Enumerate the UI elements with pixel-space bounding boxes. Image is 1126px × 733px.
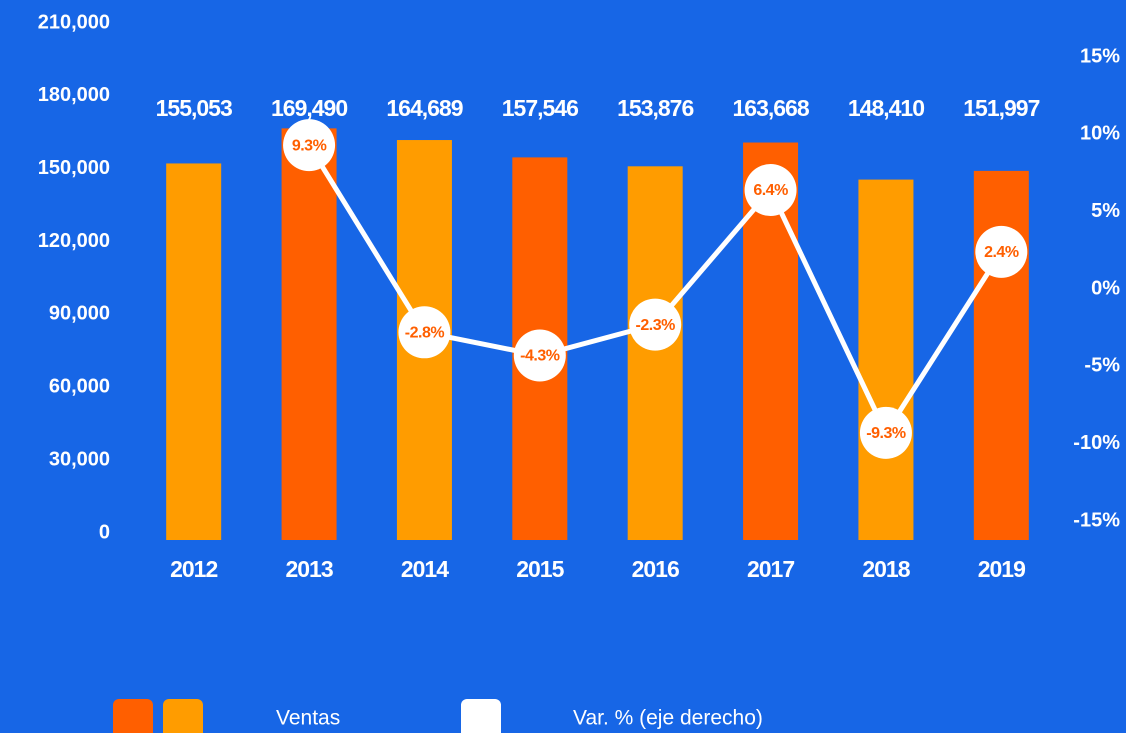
x-tick-label: 2015 — [516, 556, 564, 582]
x-tick-label: 2013 — [285, 556, 332, 582]
legend-label: Ventas — [276, 707, 340, 730]
legend-label: Var. % (eje derecho) — [573, 707, 763, 730]
data-label: -2.3% — [636, 317, 676, 334]
y-tick-label: 0% — [1091, 277, 1120, 299]
data-label: 169,490 — [271, 95, 347, 121]
x-tick-label: 2016 — [632, 556, 679, 582]
bar — [628, 166, 683, 540]
data-label: 148,410 — [848, 95, 924, 121]
data-label: 153,876 — [617, 95, 693, 121]
data-label: 164,689 — [386, 95, 462, 121]
legend-swatch — [163, 699, 203, 733]
y-tick-label: 60,000 — [49, 376, 110, 398]
y-tick-label: 5% — [1091, 200, 1120, 222]
y-tick-label: 180,000 — [38, 84, 110, 106]
x-tick-label: 2019 — [978, 556, 1025, 582]
data-label: 157,546 — [502, 95, 578, 121]
y-tick-label: -15% — [1073, 509, 1120, 531]
y-tick-label: -10% — [1073, 432, 1120, 454]
data-label: -9.3% — [866, 425, 906, 442]
bar — [858, 180, 913, 540]
data-label: 9.3% — [292, 137, 327, 154]
y-tick-label: -5% — [1084, 355, 1120, 377]
y-tick-label: 210,000 — [38, 11, 110, 33]
data-label: 155,053 — [156, 95, 232, 121]
x-tick-label: 2012 — [170, 556, 217, 582]
x-tick-label: 2018 — [862, 556, 910, 582]
data-label: 2.4% — [984, 244, 1019, 261]
y-tick-label: 90,000 — [49, 303, 110, 325]
x-tick-label: 2014 — [401, 556, 449, 582]
data-label: 151,997 — [963, 95, 1039, 121]
y-tick-label: 0 — [99, 521, 110, 543]
bar — [166, 163, 221, 540]
x-tick-label: 2017 — [747, 556, 794, 582]
data-label: 163,668 — [732, 95, 809, 121]
data-label: 6.4% — [753, 182, 788, 199]
bar — [282, 128, 337, 540]
y-tick-label: 10% — [1080, 123, 1120, 145]
y-tick-label: 150,000 — [38, 157, 110, 179]
chart: 0 30,000 60,000 90,000 120,000 150,000 180,000… — [0, 0, 1126, 733]
y-tick-label: 120,000 — [38, 230, 110, 252]
data-label: -2.8% — [405, 325, 445, 342]
y-tick-label: 15% — [1080, 45, 1120, 67]
data-label: -4.3% — [520, 348, 560, 365]
legend-swatch — [461, 699, 501, 733]
legend-swatch — [113, 699, 153, 733]
y-tick-label: 30,000 — [49, 448, 110, 470]
